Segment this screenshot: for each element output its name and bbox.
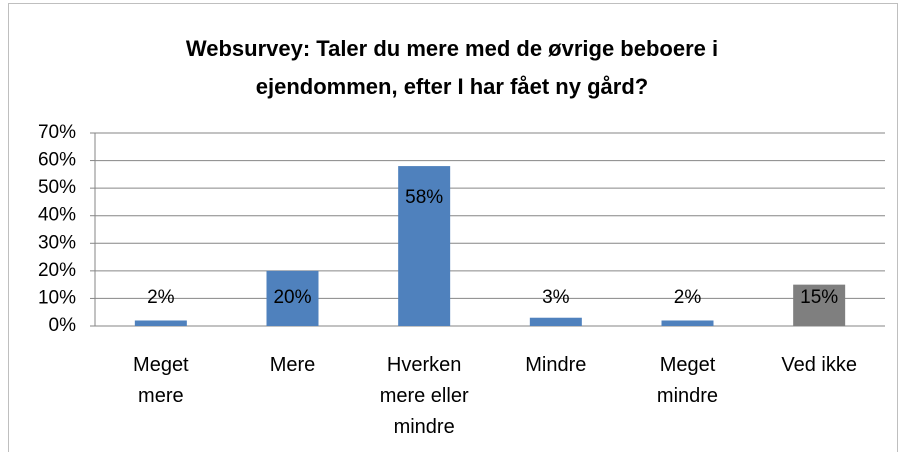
x-tick-label: Mindre	[525, 354, 587, 376]
value-label: 2%	[674, 287, 702, 308]
x-tick-label: Meget mindre	[656, 354, 719, 407]
y-tick-label: 70%	[38, 122, 76, 143]
chart-border	[8, 3, 898, 452]
y-tick-label: 50%	[38, 177, 76, 198]
bar	[793, 284, 846, 326]
value-label: 2%	[147, 287, 175, 308]
bar	[398, 166, 451, 326]
chart-title: Websurvey: Taler du mere med de øvrige b…	[185, 36, 719, 99]
x-tick-label: Meget mere	[133, 354, 189, 407]
y-tick-label: 30%	[38, 232, 76, 253]
y-tick-label: 60%	[38, 150, 76, 171]
y-tick-label: 40%	[38, 205, 76, 226]
bar	[661, 320, 714, 326]
value-label: 58%	[405, 187, 443, 208]
y-tick-label: 0%	[49, 315, 77, 336]
x-tick-label: Hverken mere eller mindre	[379, 354, 469, 438]
x-tick-label: Mere	[269, 354, 316, 376]
y-tick-label: 10%	[38, 287, 76, 308]
value-label: 3%	[542, 287, 570, 308]
value-label: 15%	[800, 287, 838, 308]
x-tick-label: Ved ikke	[781, 354, 857, 376]
y-tick-label: 20%	[38, 260, 76, 281]
bar	[529, 317, 582, 326]
bar	[134, 320, 187, 326]
value-label: 20%	[273, 287, 311, 308]
bar	[266, 270, 319, 326]
